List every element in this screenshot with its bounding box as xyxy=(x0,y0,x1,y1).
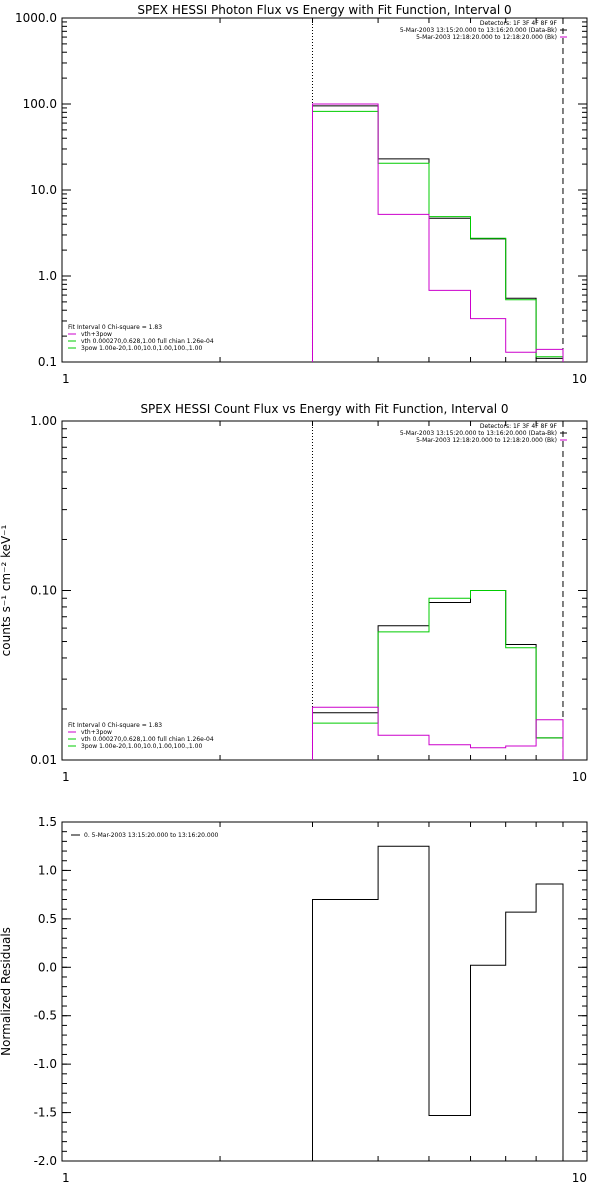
plot-frame xyxy=(61,17,588,363)
y-tick-label: 10.0 xyxy=(30,183,57,197)
legend-entry: vth 0.000270,0.628,1.00 full chian 1.26e… xyxy=(81,736,214,743)
legend-title: Fit Interval 0 Chi-square = 1.83 xyxy=(68,722,162,729)
y-tick-label: 0.5 xyxy=(38,912,57,926)
legend-title: Fit Interval 0 Chi-square = 1.83 xyxy=(68,324,162,331)
y-tick-label: -2.0 xyxy=(34,1154,57,1168)
legend-entry: 3pow 1.00e-20,1.00,10.0,1.00,100.,1.00 xyxy=(81,743,202,750)
x-tick-label: 10 xyxy=(572,372,587,386)
y-axis-label: Normalized Residuals xyxy=(0,927,13,1056)
y-tick-label: 1.00 xyxy=(30,414,57,428)
x-tick-label: 1 xyxy=(62,372,70,386)
header-text: 5-Mar-2003 13:15:20.000 to 13:16:20.000 … xyxy=(400,27,557,34)
header-text: Detectors: 1F 3F 4F 8F 9F xyxy=(480,20,558,27)
x-tick-label: 1 xyxy=(62,1171,70,1185)
chart-title: SPEX HESSI Count Flux vs Energy with Fit… xyxy=(140,402,508,416)
y-tick-label: 1000.0 xyxy=(15,11,57,25)
legend-entry: vth+3pow xyxy=(81,729,112,736)
header-text: 5-Mar-2003 12:18:20.000 to 12:18:20.000 … xyxy=(416,34,557,41)
series-line-1 xyxy=(312,590,564,760)
header-text: 5-Mar-2003 12:18:20.000 to 12:18:20.000 … xyxy=(416,437,557,444)
y-axis-label: counts s⁻¹ cm⁻² keV⁻¹ xyxy=(0,524,13,656)
y-tick-label: -1.0 xyxy=(34,1057,57,1071)
y-tick-label: -0.5 xyxy=(34,1009,57,1023)
y-tick-label: 1.0 xyxy=(38,863,57,877)
header-text: 5-Mar-2003 13:15:20.000 to 13:16:20.000 … xyxy=(400,430,557,437)
series-line-0 xyxy=(312,845,564,1161)
x-tick-label: 10 xyxy=(572,1171,587,1185)
series-line-1 xyxy=(312,110,564,362)
y-tick-label: 0.0 xyxy=(38,960,57,974)
chart-title: SPEX HESSI Photon Flux vs Energy with Fi… xyxy=(137,3,511,17)
x-tick-label: 10 xyxy=(572,770,587,784)
series-line-0 xyxy=(312,590,564,760)
x-tick-label: 1 xyxy=(62,770,70,784)
plot-frame xyxy=(61,420,588,761)
legend-entry: vth 0.000270,0.628,1.00 full chian 1.26e… xyxy=(81,338,214,345)
y-tick-label: 0.10 xyxy=(30,584,57,598)
y-tick-label: 0.1 xyxy=(38,355,57,369)
series-line-0 xyxy=(312,105,564,362)
header-text: Detectors: 1F 3F 4F 8F 9F xyxy=(480,423,558,430)
legend-entry: vth+3pow xyxy=(81,331,112,338)
legend-entry: 3pow 1.00e-20,1.00,10.0,1.00,100.,1.00 xyxy=(81,345,202,352)
series-line-2 xyxy=(312,103,564,362)
series-line-2 xyxy=(312,706,564,760)
y-tick-label: 1.5 xyxy=(38,815,57,829)
y-tick-label: -1.5 xyxy=(34,1106,57,1120)
plot-frame xyxy=(61,821,588,1162)
y-tick-label: 0.01 xyxy=(30,753,57,767)
y-tick-label: 1.0 xyxy=(38,269,57,283)
legend-entry: 0. 5-Mar-2003 13:15:20.000 to 13:16:20.0… xyxy=(84,832,219,839)
y-tick-label: 100.0 xyxy=(23,97,57,111)
